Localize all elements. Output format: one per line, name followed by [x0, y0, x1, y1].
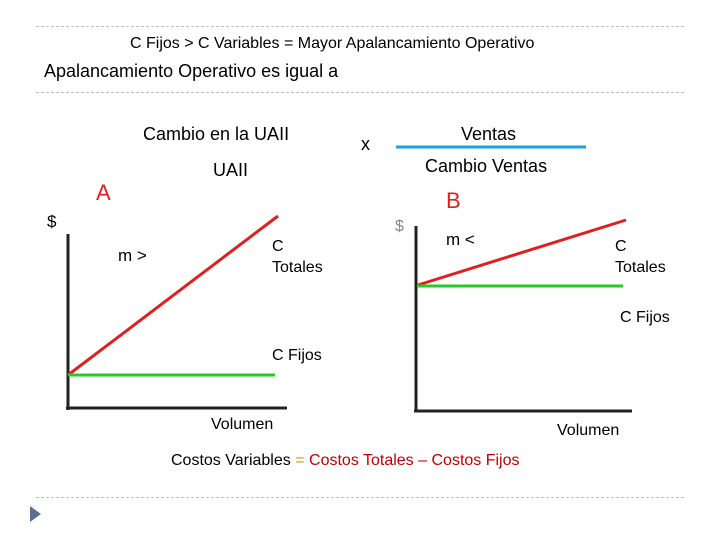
formula-numerator-right: Ventas: [461, 124, 517, 144]
footer-formula: Costos Variables = Costos Totales – Cost…: [171, 452, 520, 470]
graph-b-fixed-costs-label: C Fijos: [620, 309, 670, 326]
subtitle-divider: [36, 92, 684, 93]
graph-a-y-axis-label: $: [47, 212, 57, 231]
footer-variable-costs: Costos Variables: [171, 452, 291, 469]
graph-a-slope-label: m >: [118, 246, 147, 265]
formula-denominator-right: Cambio Ventas: [425, 156, 548, 176]
footer-minus: –: [418, 452, 428, 469]
graph-b-total-cost-line: [417, 218, 627, 287]
graph-a-total-cost-line: [67, 214, 279, 377]
page-subtitle: Apalancamiento Operativo es igual a: [44, 61, 339, 81]
footer-fixed-costs: Costos Fijos: [431, 452, 520, 469]
graph-a-x-axis-label: Volumen: [211, 416, 274, 433]
graph-b-y-axis-label: $: [395, 218, 404, 235]
top-divider: [36, 26, 684, 27]
graph-a-label: A: [96, 180, 111, 205]
graph-b-total-costs-label: C Totales: [615, 238, 666, 276]
graph-a-fixed-costs-label: C Fijos: [272, 347, 322, 364]
formula-denominator-left: UAII: [213, 160, 249, 180]
formula-operator: x: [361, 134, 370, 154]
graph-a-total-costs-label: C Totales: [272, 238, 323, 276]
page-title: C Fijos > C Variables = Mayor Apalancami…: [130, 35, 535, 52]
footer-total-costs: Costos Totales: [309, 452, 414, 469]
footer-divider: [36, 497, 684, 498]
play-triangle-icon[interactable]: [30, 506, 41, 522]
formula-numerator-left: Cambio en la UAII: [143, 124, 290, 144]
graph-b-slope-label: m <: [446, 230, 475, 249]
footer-equals: =: [295, 452, 305, 469]
graph-b-x-axis-label: Volumen: [557, 422, 620, 439]
graph-b-label: B: [446, 188, 461, 213]
